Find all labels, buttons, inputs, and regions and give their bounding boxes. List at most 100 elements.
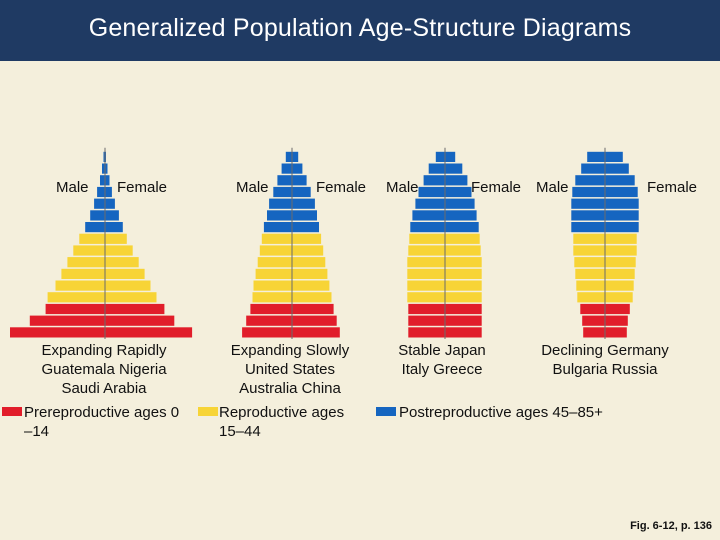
diagram-1-caption: Expanding Rapidly Guatemala Nigeria Saud… [41,342,167,397]
diagram-1-male-bar [61,268,105,279]
diagram-3-female-bar [445,163,463,174]
diagram-4-female-bar [605,257,636,268]
diagram-2-male-bar [242,327,292,338]
diagram-3-male-bar [407,257,445,268]
diagram-4-female-bar [605,245,637,256]
legend-swatch-reproductive [198,407,218,416]
diagram-2-male-bar [269,198,292,209]
diagram-1-female-bar [105,303,165,315]
diagram-4-male-bar [574,257,605,268]
diagram-3-male-bar [418,186,445,198]
diagram-4-female-bar [605,198,639,209]
diagram-4-male-bar [581,163,605,174]
diagram-1-male-bar [103,151,105,162]
diagram-2-female-bar [292,210,317,221]
figure-reference: Fig. 6-12, p. 136 [630,520,712,532]
diagram-4-male-bar [575,268,605,279]
diagram-1-male-bar [90,210,106,221]
diagram-3-female-bar [445,280,482,291]
diagram-3-male-bar [407,280,445,291]
legend-label-reproductive: Reproductive ages 15–44 [219,404,345,440]
diagram-3-male-bar [412,210,445,221]
title-bar: Generalized Population Age-Structure Dia… [0,0,720,61]
diagram-4-female-bar [605,303,630,315]
diagram-2-male-bar [250,303,292,315]
diagram-1-male-bar [100,175,105,186]
diagram-4-female-bar [605,315,628,326]
diagram-2-female-bar [292,315,337,326]
diagram-4-male-bar [582,315,605,326]
diagram-1-male-bar [85,222,105,233]
diagram-1-male-bar [47,292,105,303]
diagram-1-male-bar [29,315,105,326]
diagram-3-female-bar [445,233,480,244]
diagram-4-male-label: Male [536,179,569,196]
diagram-2-female-bar [292,245,324,256]
diagram-2-caption: Expanding Slowly United States Australia… [230,342,350,397]
diagram-1-female-bar [105,186,112,198]
diagram-4-female-label: Female [647,179,698,196]
diagram-3-male-bar [408,327,445,338]
diagram-2-female-bar [292,280,330,291]
diagram-1-female-bar [105,292,157,303]
diagram-2-male-bar [252,292,292,303]
diagram-1-female-bar [105,163,108,174]
diagram-4-male-bar [571,222,605,233]
diagram-2-male-bar [259,245,292,256]
diagram-1-male-bar [67,257,105,268]
diagram-1-female-bar [105,257,139,268]
diagram-3-female-bar [445,151,456,162]
diagram-2-female-bar [292,186,311,198]
page-title: Generalized Population Age-Structure Dia… [88,14,632,42]
diagram-1-male-label: Male [56,179,89,196]
diagram-2-female-bar [292,163,303,174]
diagram-3-male-bar [423,175,445,186]
diagram-4-male-bar [587,151,605,162]
diagram-1-male-bar [97,186,105,198]
diagram-2-male-bar [273,186,292,198]
diagram-2-male-bar [246,315,292,326]
diagram-2-female-bar [292,303,334,315]
diagram-4-female-bar [605,233,637,244]
diagram-1-female-bar [105,233,127,244]
diagram-2-male-bar [253,280,292,291]
diagram-4-male-bar [577,292,605,303]
diagram-1-female-bar [105,327,193,338]
diagram-1-male-bar [73,245,105,256]
legend-swatch-postreproductive [376,407,396,416]
diagram-4-male-bar [575,175,605,186]
diagram-1-female-bar [105,198,115,209]
diagram-1-female-bar [105,315,175,326]
diagram-2-male-bar [261,233,292,244]
diagram-4-male-bar [576,280,605,291]
diagram-2-male-bar [263,222,292,233]
diagram-1-female-bar [105,175,110,186]
diagram-3-male-bar [409,233,445,244]
diagram-3-male-bar [408,315,445,326]
diagram-4-female-bar [605,151,623,162]
diagram-3-male-bar [428,163,445,174]
diagram-3-female-label: Female [471,179,522,196]
diagram-3-female-bar [445,257,482,268]
diagram-1-male-bar [94,198,105,209]
diagram-1-female-bar [105,280,151,291]
legend-label-postreproductive: Postreproductive ages 45–85+ [399,404,603,421]
diagram-2-female-bar [292,175,307,186]
diagram-3-female-bar [445,268,482,279]
diagram-2-female-label: Female [316,179,367,196]
diagram-3-male-bar [407,268,445,279]
diagram-4-female-bar [605,210,639,221]
diagram-2-male-label: Male [236,179,269,196]
diagram-3-male-bar [408,245,445,256]
diagram-4-female-bar [605,280,634,291]
diagram-1-male-bar [79,233,105,244]
diagram-2-female-bar [292,257,326,268]
diagram-2-female-bar [292,233,322,244]
diagram-3-female-bar [445,175,468,186]
legend-swatch-prereproductive [2,407,22,416]
diagram-1-female-bar [105,222,123,233]
diagram-3-female-bar [445,303,482,315]
diagram-3-female-bar [445,327,482,338]
diagram-1-female-label: Female [117,179,168,196]
diagram-2-female-bar [292,198,315,209]
